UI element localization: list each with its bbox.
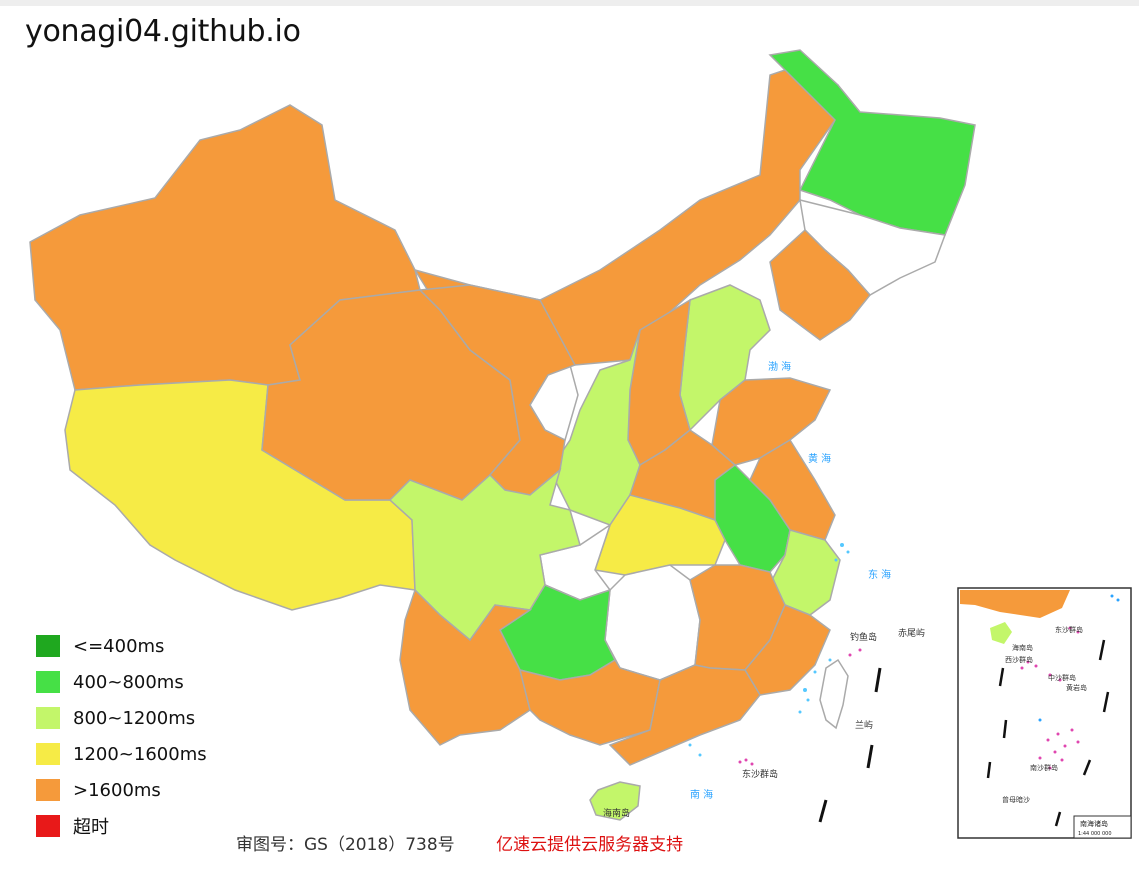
legend-swatch bbox=[36, 743, 60, 765]
region-heilongjiang bbox=[768, 49, 976, 236]
region-taiwan bbox=[819, 658, 849, 730]
inset-label-nansha: 南沙群岛 bbox=[1030, 763, 1058, 772]
legend-label: 800~1200ms bbox=[73, 707, 196, 729]
legend-item: <=400ms bbox=[36, 628, 207, 664]
legend-label: 400~800ms bbox=[73, 671, 184, 693]
region-guangdong bbox=[608, 664, 761, 766]
region-hainan bbox=[589, 781, 641, 821]
legend-item: 400~800ms bbox=[36, 664, 207, 700]
page-title: yonagi04.github.io bbox=[25, 14, 301, 49]
region-liaoning bbox=[769, 228, 871, 341]
inset-label-zengmu: 曾母暗沙 bbox=[1002, 795, 1030, 804]
label-donghai: 东 海 bbox=[868, 568, 891, 581]
legend-swatch bbox=[36, 707, 60, 729]
label-diaoyudao: 钓鱼岛 bbox=[850, 631, 877, 643]
legend-label: 1200~1600ms bbox=[73, 743, 207, 765]
inset-label-dongsha: 东沙群岛 bbox=[1055, 625, 1083, 634]
legend-swatch bbox=[36, 671, 60, 693]
legend-item: >1600ms bbox=[36, 772, 207, 808]
legend-item: 1200~1600ms bbox=[36, 736, 207, 772]
inset-title: 南海诸岛 bbox=[1080, 819, 1108, 828]
legend: <=400ms 400~800ms 800~1200ms 1200~1600ms… bbox=[36, 628, 207, 844]
region-hunan bbox=[604, 564, 701, 681]
region-hubei bbox=[594, 494, 726, 576]
sponsor-text: 亿速云提供云服务器支持 bbox=[496, 835, 684, 855]
legend-swatch bbox=[36, 635, 60, 657]
legend-label: >1600ms bbox=[73, 779, 161, 801]
legend-swatch bbox=[36, 779, 60, 801]
label-huanghai: 黄 海 bbox=[808, 452, 831, 465]
map-approval-number: 审图号：GS（2018）738号 bbox=[236, 835, 455, 855]
legend-item: 超时 bbox=[36, 808, 207, 844]
legend-item: 800~1200ms bbox=[36, 700, 207, 736]
legend-label: <=400ms bbox=[73, 635, 165, 657]
footer: 审图号：GS（2018）738号 亿速云提供云服务器支持 bbox=[236, 830, 683, 855]
label-nanhai: 南 海 bbox=[690, 788, 713, 801]
label-chiweiyu: 赤尾屿 bbox=[898, 628, 925, 639]
inset-label-huangyan: 黄岩岛 bbox=[1066, 683, 1087, 692]
inset-label-xisha: 西沙群岛 bbox=[1005, 655, 1033, 664]
label-hainan: 海南岛 bbox=[603, 807, 630, 819]
legend-label: 超时 bbox=[73, 817, 109, 838]
inset-scale: 1:44 000 000 bbox=[1078, 831, 1112, 837]
south-sea-inset: 东沙群岛 海南岛 西沙群岛 中沙群岛 黄岩岛 南沙群岛 曾母暗沙 南海诸岛 1:… bbox=[957, 587, 1132, 839]
legend-swatch bbox=[36, 815, 60, 837]
inset-label-hainan: 海南岛 bbox=[1012, 643, 1033, 652]
inset-label-zhongsha: 中沙群岛 bbox=[1048, 673, 1076, 682]
top-bar bbox=[0, 0, 1139, 6]
label-dongsha: 东沙群岛 bbox=[742, 768, 778, 780]
label-lanyu: 兰屿 bbox=[855, 719, 873, 731]
label-bohai: 渤 海 bbox=[768, 360, 791, 373]
